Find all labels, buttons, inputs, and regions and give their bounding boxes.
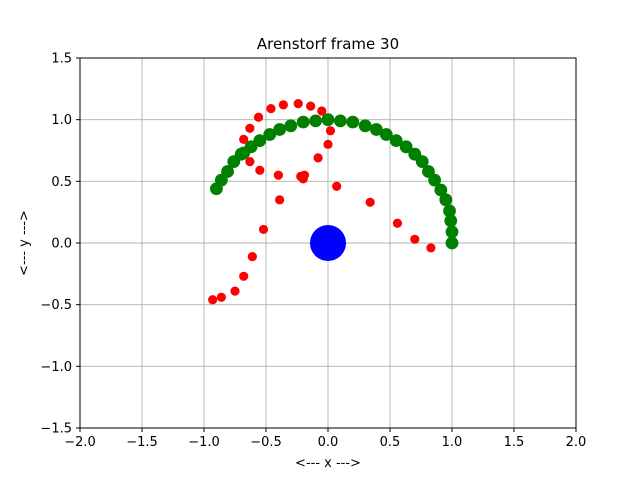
data-point (230, 286, 240, 296)
data-point (422, 165, 435, 178)
data-point (239, 271, 249, 281)
data-point (332, 181, 342, 191)
data-point (358, 119, 372, 133)
x-tick-label: −1.5 (126, 435, 158, 450)
data-point (210, 182, 223, 196)
data-point (389, 134, 403, 148)
data-point (369, 123, 383, 136)
data-point (443, 204, 456, 218)
data-point (293, 99, 303, 109)
data-point (273, 123, 287, 136)
data-point (306, 101, 316, 111)
data-point (278, 100, 288, 110)
data-point (227, 155, 241, 169)
data-point (245, 157, 255, 167)
data-point (317, 106, 327, 116)
x-tick-label: 2.0 (566, 435, 587, 450)
x-tick-label: 1.5 (504, 435, 525, 450)
series-2 (310, 225, 346, 261)
data-point (247, 251, 257, 262)
data-point (253, 112, 264, 122)
data-point (296, 115, 310, 129)
data-point (379, 128, 393, 141)
data-point (266, 103, 276, 114)
data-point (426, 243, 436, 253)
x-axis-ticks: −2.0 −1.5 −1.0 −0.5 0.0 0.5 1.0 1.5 2.0 (64, 428, 586, 450)
chart-title: Arenstorf frame 30 (257, 35, 399, 53)
data-point (399, 140, 413, 154)
x-tick-label: −1.0 (188, 435, 220, 450)
data-point (208, 295, 218, 305)
data-point (408, 147, 422, 161)
y-tick-label: 1.0 (51, 113, 72, 128)
x-tick-label: −2.0 (64, 435, 96, 450)
data-point (392, 218, 403, 228)
data-point (309, 114, 322, 128)
plot-area (208, 99, 459, 305)
data-point (310, 225, 346, 261)
data-point (258, 224, 269, 235)
data-point (273, 170, 283, 180)
y-tick-label: −0.5 (40, 298, 72, 313)
data-point (321, 113, 335, 127)
data-point (346, 115, 360, 129)
data-point (263, 128, 277, 141)
y-tick-label: −1.5 (40, 422, 72, 437)
data-point (216, 292, 226, 302)
y-tick-label: 1.5 (51, 52, 72, 67)
data-point (325, 126, 336, 136)
data-point (410, 234, 420, 244)
data-point (445, 236, 459, 250)
x-tick-label: 1.0 (442, 435, 463, 450)
y-tick-label: −1.0 (40, 360, 72, 375)
data-point (439, 193, 453, 207)
data-point (245, 123, 255, 133)
data-point (255, 165, 265, 175)
y-axis-label: <--- y ---> (17, 210, 32, 276)
data-point (334, 114, 347, 128)
y-tick-label: 0.5 (51, 175, 72, 190)
data-point (299, 170, 310, 180)
data-point (444, 214, 458, 228)
data-point (313, 153, 323, 163)
data-point (445, 225, 459, 239)
x-tick-label: 0.0 (318, 435, 339, 450)
series-1 (210, 113, 459, 250)
data-point (275, 195, 285, 205)
x-axis-label: <--- x ---> (295, 456, 361, 471)
x-tick-label: −0.5 (250, 435, 282, 450)
y-axis-ticks: −1.5 −1.0 −0.5 0.0 0.5 1.0 1.5 (40, 52, 80, 437)
x-tick-label: 0.5 (380, 435, 401, 450)
data-point (323, 139, 333, 149)
data-point (365, 197, 375, 207)
data-point (284, 119, 298, 133)
data-point (434, 183, 448, 197)
data-point (239, 134, 249, 144)
y-tick-label: 0.0 (51, 237, 72, 252)
